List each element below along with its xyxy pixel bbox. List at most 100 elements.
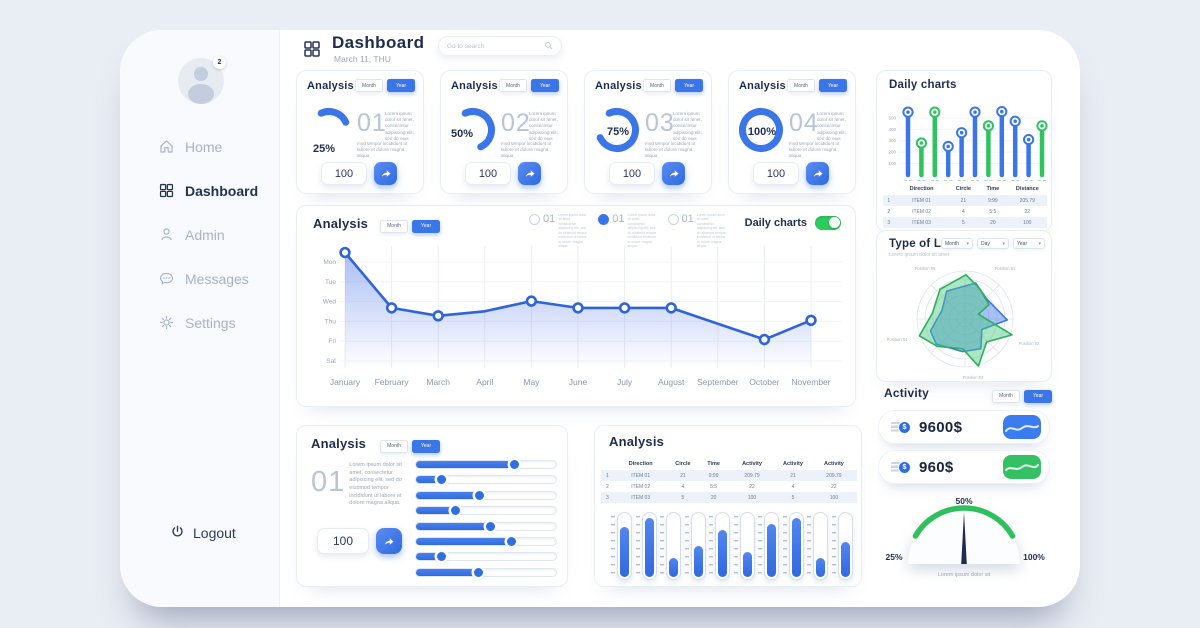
slider-thumb[interactable] — [437, 552, 447, 562]
slider[interactable] — [415, 567, 557, 577]
sidebar-item-dashboard[interactable]: Dashboard — [158, 182, 258, 199]
logout-button[interactable]: Logout — [170, 524, 236, 542]
slider-fill — [416, 568, 478, 576]
radio-text: Lorem ipsum dolor sit amet, consectetur … — [696, 213, 726, 248]
activity-row[interactable]: $ 960$ — [878, 450, 1050, 484]
value-input[interactable] — [753, 162, 799, 185]
value-input[interactable] — [609, 162, 655, 185]
table-row: 2 ITEM 02 4 5:5 22 4 22 — [601, 481, 857, 492]
table-row: 2 ITEM 02 4 5:5 22 — [883, 206, 1047, 217]
sidebar-item-home[interactable]: Home — [158, 138, 222, 155]
search-icon — [545, 42, 553, 50]
slider[interactable] — [415, 490, 557, 500]
slider[interactable] — [415, 552, 557, 562]
radio-option[interactable]: 01 Lorem ipsum dolor sit amet, consectet… — [667, 213, 727, 248]
year-button[interactable]: Year — [412, 219, 441, 233]
slider-thumb[interactable] — [451, 506, 461, 516]
power-icon — [170, 524, 185, 542]
slider[interactable] — [415, 506, 557, 516]
month-button[interactable]: Month — [380, 439, 409, 453]
sidebar: 2 Home Dashboard Admin Messages Settings Log… — [120, 30, 280, 607]
submit-arrow-button[interactable] — [374, 162, 397, 185]
line-chart-point[interactable] — [432, 310, 444, 322]
value-input[interactable] — [317, 528, 369, 554]
card-subtitle: Lorem ipsum dolor sit amet — [889, 252, 950, 258]
sidebar-item-messages[interactable]: Messages — [158, 270, 249, 287]
slider[interactable] — [415, 521, 557, 531]
line-chart-point[interactable] — [385, 302, 398, 314]
dropdown-day[interactable]: Day ▾ — [977, 238, 1009, 249]
radio-option[interactable]: 01 Lorem ipsum dolor sit amet, consectet… — [529, 213, 588, 248]
card-text: mod tempor incididunt ut labore et dolor… — [645, 141, 696, 159]
line-chart-point[interactable] — [525, 295, 538, 307]
month-button[interactable]: Month — [355, 79, 383, 92]
year-button[interactable]: Year — [412, 439, 441, 453]
line-chart-point[interactable] — [758, 333, 771, 346]
card-number: 01 — [357, 109, 387, 137]
month-button[interactable]: Month — [380, 219, 409, 233]
month-button[interactable]: Month — [992, 389, 1020, 403]
radio-option[interactable]: 01 Lorem ipsum dolor sit amet, consectet… — [598, 213, 657, 248]
svg-text:50%: 50% — [955, 496, 972, 506]
table-cell: ITEM 03 — [912, 219, 931, 226]
search-input[interactable] — [447, 42, 544, 50]
slider-thumb[interactable] — [507, 537, 517, 546]
line-chart-point[interactable] — [618, 302, 631, 314]
svg-text:Tue: Tue — [325, 279, 336, 286]
daily-charts-card: Daily charts 500 400 300 200 100 Direction Ci… — [876, 70, 1052, 232]
search-bar[interactable] — [438, 36, 562, 56]
slider[interactable] — [415, 460, 557, 469]
slider-thumb[interactable] — [486, 521, 496, 531]
svg-text:500: 500 — [888, 115, 896, 120]
year-button[interactable]: Year — [1024, 389, 1052, 403]
svg-text:Wed: Wed — [323, 299, 337, 306]
chat-bubble-icon — [159, 272, 174, 285]
value-input[interactable] — [321, 162, 367, 185]
month-button[interactable]: Month — [787, 79, 815, 92]
card-number: 04 — [789, 109, 819, 137]
sparkline-tile-blue — [1003, 415, 1041, 439]
submit-arrow-button[interactable] — [662, 162, 685, 185]
table-cell: 9:99 — [987, 197, 998, 204]
slider-thumb[interactable] — [475, 490, 484, 500]
line-chart-point[interactable] — [572, 302, 584, 314]
slider-thumb[interactable] — [437, 475, 447, 485]
line-chart-point[interactable] — [665, 302, 677, 314]
month-button[interactable]: Month — [499, 79, 527, 92]
dropdown-month[interactable]: Month ▾ — [941, 238, 973, 249]
percent-label: 25% — [312, 143, 336, 155]
capsule-bar-fill — [693, 545, 703, 577]
year-button[interactable]: Year — [675, 79, 703, 92]
svg-text:August: August — [658, 377, 685, 387]
slider[interactable] — [415, 537, 557, 546]
table-header: Time — [707, 461, 720, 467]
capsule-bar — [831, 512, 853, 580]
logout-label: Logout — [193, 525, 236, 541]
submit-arrow-button[interactable] — [806, 162, 829, 185]
card-title: Analysis — [451, 79, 498, 92]
sidebar-item-settings[interactable]: Settings — [158, 314, 236, 331]
activity-row[interactable]: $ 9600$ — [878, 410, 1050, 444]
month-button[interactable]: Month — [643, 79, 671, 92]
year-button[interactable]: Year — [531, 79, 559, 92]
dashboard-grid-icon — [302, 39, 322, 59]
line-chart-point[interactable] — [339, 246, 351, 259]
table-cell: 5 — [791, 494, 795, 501]
year-button[interactable]: Year — [819, 79, 847, 92]
chevron-down-icon: ▾ — [1002, 240, 1005, 247]
sidebar-item-admin[interactable]: Admin — [158, 226, 225, 243]
year-button[interactable]: Year — [387, 79, 415, 92]
line-chart-point[interactable] — [805, 314, 817, 327]
daily-charts-toggle[interactable] — [815, 216, 841, 230]
value-input[interactable] — [465, 162, 511, 185]
dropdown-year[interactable]: Year ▾ — [1013, 238, 1045, 249]
radio-number: 01 — [612, 213, 625, 225]
submit-arrow-button[interactable] — [518, 162, 541, 185]
search-icon — [544, 37, 553, 55]
svg-text:May: May — [523, 377, 540, 387]
slider-thumb[interactable] — [473, 567, 483, 577]
submit-arrow-button[interactable] — [376, 528, 402, 554]
slider-thumb[interactable] — [510, 460, 519, 469]
slider[interactable] — [415, 475, 557, 485]
table-cell: 209.79 — [826, 472, 842, 479]
